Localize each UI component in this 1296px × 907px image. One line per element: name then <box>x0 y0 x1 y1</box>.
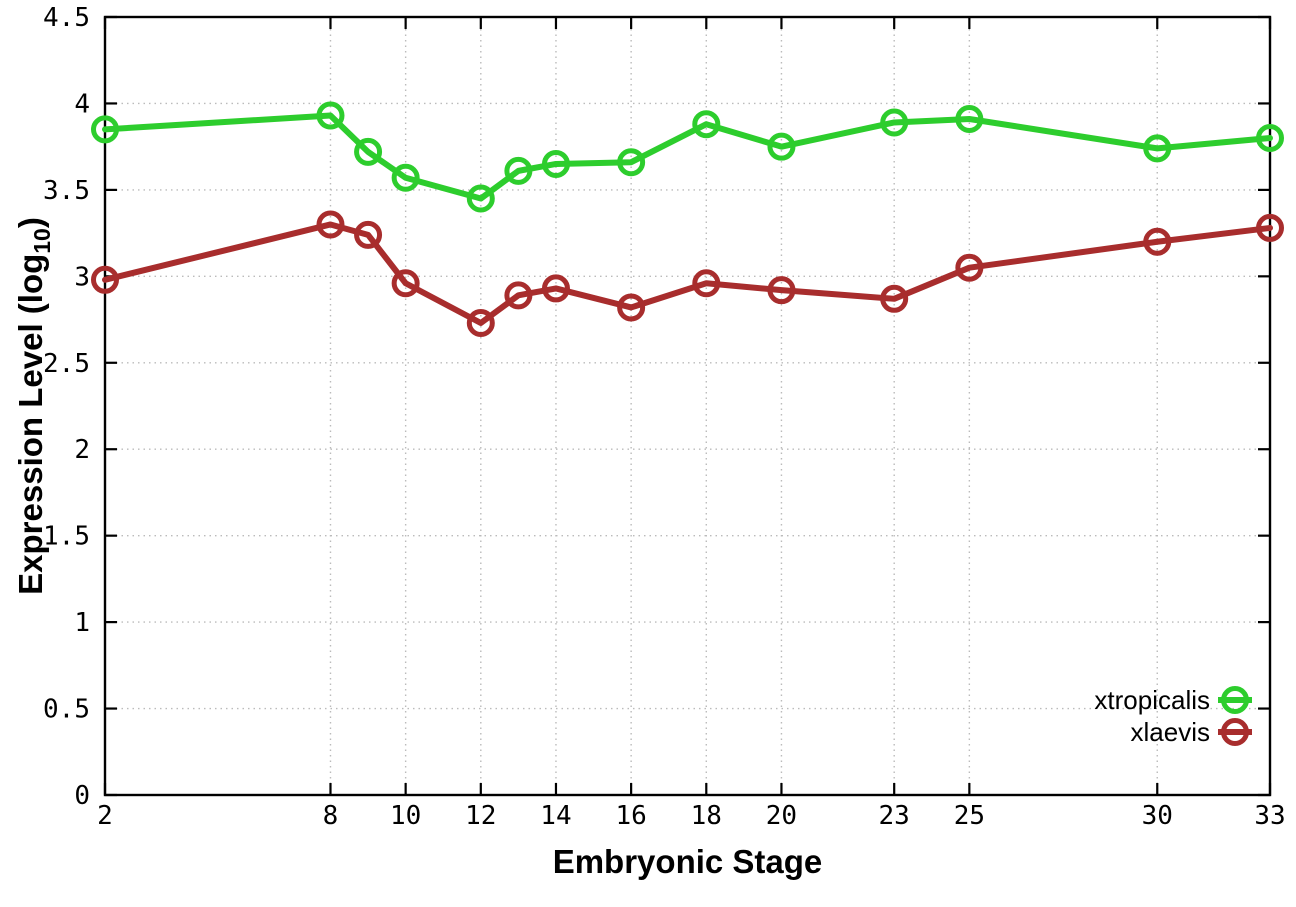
data-point-marker <box>354 137 383 166</box>
data-point-marker <box>504 156 533 185</box>
data-point-marker <box>466 309 495 338</box>
x-tick-label: 25 <box>954 801 985 831</box>
y-axis-title-suffix: ) <box>12 217 49 228</box>
data-point-marker <box>692 269 721 298</box>
data-point-marker <box>541 274 570 303</box>
y-axis-title-subscript: 10 <box>29 228 55 254</box>
x-tick-label: 2 <box>97 801 113 831</box>
x-tick-labels: 2 8 10 12 14 16 18 20 23 25 30 33 <box>97 801 1285 831</box>
legend-sample-marker <box>1221 686 1249 714</box>
data-point-marker <box>504 281 533 310</box>
legend-label: xtropicalis <box>1094 685 1210 715</box>
y-tick-labels: 0 0.5 1 1.5 2 2.5 3 3.5 4 4.5 <box>43 3 90 811</box>
data-point-marker <box>880 108 909 137</box>
legend-entry-xtropicalis: xtropicalis <box>1094 685 1252 715</box>
y-axis-title-main: Expression Level (log <box>12 254 49 595</box>
data-point-marker <box>617 148 646 177</box>
x-tick-label: 10 <box>390 801 421 831</box>
x-tick-label: 12 <box>465 801 496 831</box>
y-tick-label: 3 <box>74 262 90 292</box>
data-point-marker <box>880 284 909 313</box>
data-point-marker <box>767 276 796 305</box>
y-tick-label: 3.5 <box>43 176 90 206</box>
series-xlaevis <box>91 210 1284 338</box>
series-xtropicalis <box>91 101 1284 213</box>
data-point-marker <box>692 110 721 139</box>
data-point-marker <box>91 115 119 144</box>
plot-border <box>103 15 1272 797</box>
data-point-marker <box>391 163 420 192</box>
data-point-marker <box>1256 213 1284 242</box>
x-tick-label: 18 <box>691 801 722 831</box>
legend-entry-xlaevis: xlaevis <box>1131 717 1252 747</box>
y-tick-label: 0.5 <box>43 695 90 725</box>
data-point-marker <box>955 253 984 282</box>
y-tick-label: 4 <box>74 89 90 119</box>
data-point-marker <box>91 265 119 294</box>
data-point-marker <box>541 149 570 178</box>
x-tick-label: 30 <box>1142 801 1173 831</box>
data-point-marker <box>767 132 796 161</box>
x-tick-label: 14 <box>540 801 571 831</box>
y-tick-label: 2 <box>74 435 90 465</box>
data-point-marker <box>1256 124 1284 153</box>
data-point-marker <box>617 293 646 322</box>
x-axis-title: Embryonic Stage <box>553 843 823 880</box>
series-line <box>102 112 1273 202</box>
y-tick-label: 0 <box>74 781 90 811</box>
data-point-marker <box>316 101 345 130</box>
data-point-marker <box>955 105 984 134</box>
data-point-marker <box>1143 134 1172 163</box>
x-tick-label: 16 <box>615 801 646 831</box>
legend-sample-marker <box>1221 718 1249 746</box>
y-axis-title: Expression Level (log10) <box>12 217 55 595</box>
x-tick-label: 8 <box>323 801 339 831</box>
data-point-marker <box>466 184 495 213</box>
data-point-marker <box>316 210 345 239</box>
data-point-marker <box>391 269 420 298</box>
y-tick-label: 1 <box>74 608 90 638</box>
y-tick-label: 1.5 <box>43 522 90 552</box>
x-tick-label: 33 <box>1254 801 1285 831</box>
y-tick-label: 2.5 <box>43 349 90 379</box>
series-line <box>102 221 1273 327</box>
data-point-marker <box>354 220 383 249</box>
data-point-marker <box>1143 227 1172 256</box>
legend-label: xlaevis <box>1131 717 1210 747</box>
x-tick-label: 20 <box>766 801 797 831</box>
x-tick-label: 23 <box>879 801 910 831</box>
y-tick-label: 4.5 <box>43 3 90 33</box>
